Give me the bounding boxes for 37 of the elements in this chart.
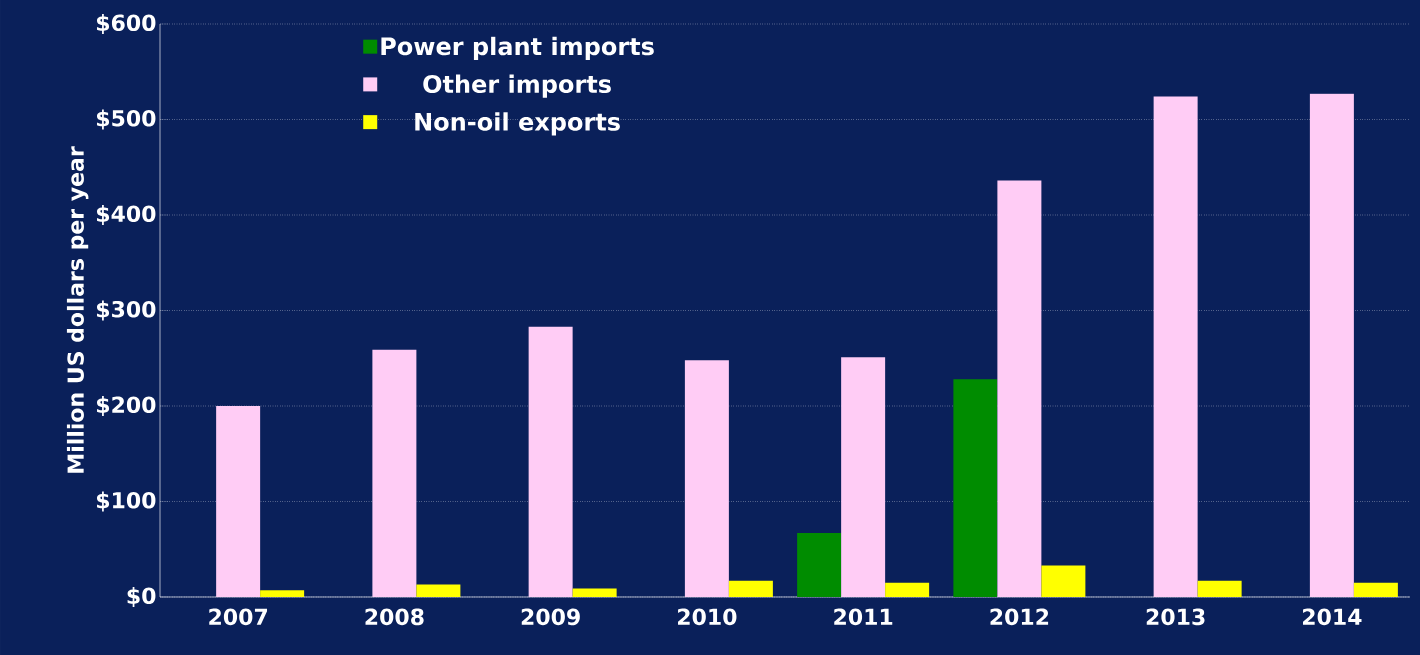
bar	[1041, 565, 1086, 597]
y-tick-label: $0	[127, 587, 156, 607]
y-tick-label: $600	[96, 14, 156, 34]
bar	[953, 379, 998, 597]
bar	[216, 405, 261, 597]
y-tick-label: $200	[96, 396, 156, 416]
y-tick-label: $100	[96, 491, 156, 512]
bar	[684, 360, 729, 597]
bar	[885, 582, 930, 597]
x-tick-label: 2008	[365, 608, 424, 626]
bar	[416, 584, 461, 597]
bar	[260, 590, 305, 597]
bar	[997, 180, 1042, 597]
x-tick-label: 2009	[521, 608, 580, 626]
x-tick-label: 2011	[834, 608, 893, 626]
x-tick-label: 2014	[1303, 608, 1362, 626]
y-tick-label: $500	[96, 109, 156, 130]
bar	[728, 580, 773, 597]
y-axis-title: Million US dollars per year	[66, 146, 89, 473]
bar	[1353, 582, 1398, 597]
bar	[1153, 96, 1198, 597]
y-tick-label: $400	[96, 205, 156, 225]
bar	[1309, 93, 1354, 597]
bar	[841, 357, 886, 597]
bar	[1197, 580, 1242, 597]
legend-label: Other imports	[423, 74, 611, 98]
y-tick-label: $300	[96, 300, 156, 321]
legend-label: Power plant imports	[381, 36, 654, 61]
x-tick-label: 2013	[1146, 608, 1205, 626]
x-tick-label: 2012	[990, 608, 1049, 626]
x-tick-label: 2007	[209, 608, 268, 626]
legend-label: Non-oil exports	[415, 112, 620, 136]
bar	[372, 349, 417, 597]
bar	[797, 533, 842, 597]
bar	[572, 588, 617, 597]
bar	[528, 326, 573, 597]
x-tick-label: 2010	[678, 608, 737, 626]
